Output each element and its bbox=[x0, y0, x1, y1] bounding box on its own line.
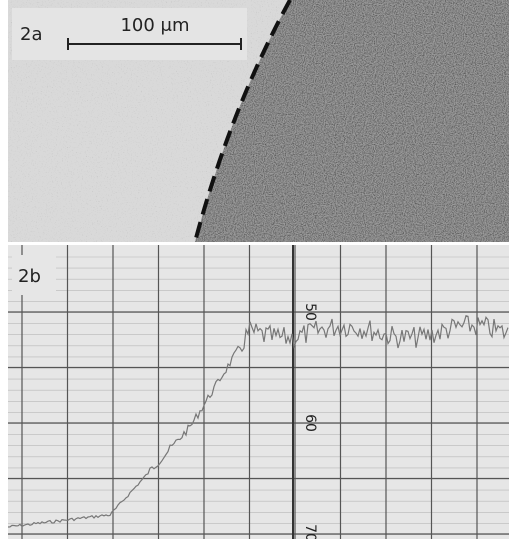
boundary-line bbox=[193, 0, 292, 242]
panel-label: 2b bbox=[18, 266, 41, 287]
panel-b: 2b 50 60 70 bbox=[7, 245, 509, 539]
panel-label: 2a bbox=[20, 24, 42, 45]
recorder-label: 50 bbox=[302, 303, 318, 321]
recorder-trace bbox=[7, 315, 509, 528]
label-box bbox=[12, 8, 247, 60]
recorder-label: 60 bbox=[302, 414, 318, 432]
label-box bbox=[12, 255, 56, 295]
recorder-paper bbox=[8, 245, 509, 539]
recorder-grid bbox=[8, 245, 509, 539]
scale-bar-label: 100 μm bbox=[120, 15, 189, 36]
panel-a: 2a 100 μm bbox=[8, 0, 509, 242]
recorder-label: 70 bbox=[302, 524, 318, 539]
